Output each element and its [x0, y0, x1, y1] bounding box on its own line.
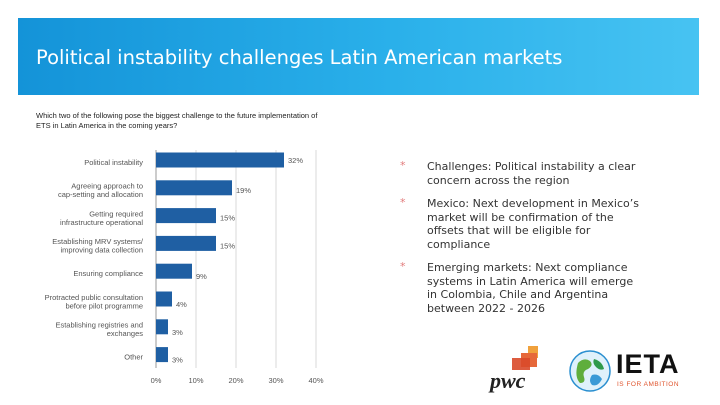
ieta-wordmark: IETA [616, 349, 680, 379]
chart-bars [156, 152, 284, 363]
bullet-marker: * [400, 260, 406, 273]
globe-icon [569, 350, 611, 392]
pwc-logo-block [528, 346, 538, 358]
bullet-text: Emerging markets: Next compliance system… [427, 261, 634, 315]
chart-category-label: Establishing registries and exchanges [55, 321, 143, 339]
chart-category-label: Other [124, 353, 143, 362]
chart-x-tick-label: 30% [268, 376, 283, 385]
chart-category-label: Political instability [84, 158, 143, 167]
bullet-text: Mexico: Next development in Mexico’s mar… [427, 197, 639, 251]
chart-bar [156, 319, 168, 335]
chart-bar [156, 208, 216, 224]
ieta-logo: IETA IS FOR AMBITION [568, 349, 698, 393]
bullet-marker: * [400, 159, 406, 172]
chart-value-label: 15% [220, 241, 235, 250]
chart-value-label: 32% [288, 156, 303, 165]
chart-bar [156, 152, 284, 168]
chart-value-label: 9% [196, 272, 207, 281]
chart-x-tick-label: 20% [228, 376, 243, 385]
chart-category-labels: Political instability Agreeing approach t… [45, 158, 144, 362]
chart-bar [156, 291, 172, 307]
bullet-item: * Mexico: Next development in Mexico’s m… [400, 196, 645, 251]
chart-x-tick-label: 40% [308, 376, 323, 385]
chart-value-labels: 32% 19% 15% 15% 9% 4% 3% 3% [172, 156, 303, 365]
pwc-logo: pwc [488, 346, 554, 393]
chart-value-label: 3% [172, 328, 183, 337]
chart-x-tick-label: 10% [188, 376, 203, 385]
slide-title: Political instability challenges Latin A… [36, 46, 563, 69]
chart-bar [156, 263, 192, 279]
chart-value-label: 19% [236, 186, 251, 195]
chart-bar [156, 180, 232, 196]
chart-x-ticks: 0% 10% 20% 30% 40% [151, 376, 324, 385]
ieta-tagline: IS FOR AMBITION [617, 381, 680, 388]
bullet-text: Challenges: Political instability a clea… [427, 160, 636, 187]
chart-value-label: 3% [172, 356, 183, 365]
chart-category-label: Ensuring compliance [73, 269, 143, 278]
title-banner: Political instability challenges Latin A… [18, 18, 699, 95]
bullet-item: * Emerging markets: Next compliance syst… [400, 260, 645, 315]
chart-category-label: Getting required infrastructure operation… [60, 209, 143, 227]
bullet-item: * Challenges: Political instability a cl… [400, 159, 645, 187]
pwc-wordmark: pwc [490, 368, 526, 393]
survey-question: Which two of the following pose the bigg… [36, 111, 318, 130]
chart-x-tick-label: 0% [151, 376, 162, 385]
chart-bar [156, 347, 168, 363]
chart-bar [156, 235, 216, 251]
chart-value-label: 4% [176, 300, 187, 309]
bullet-marker: * [400, 196, 406, 209]
bullet-list: * Challenges: Political instability a cl… [400, 159, 645, 325]
chart-category-label: Protracted public consultation before pil… [45, 293, 143, 311]
chart-value-label: 15% [220, 214, 235, 223]
pwc-logo-block [512, 358, 530, 370]
chart-category-label: Agreeing approach to cap-setting and allo… [58, 182, 143, 200]
chart-category-label: Establishing MRV systems/improving data … [52, 237, 144, 255]
